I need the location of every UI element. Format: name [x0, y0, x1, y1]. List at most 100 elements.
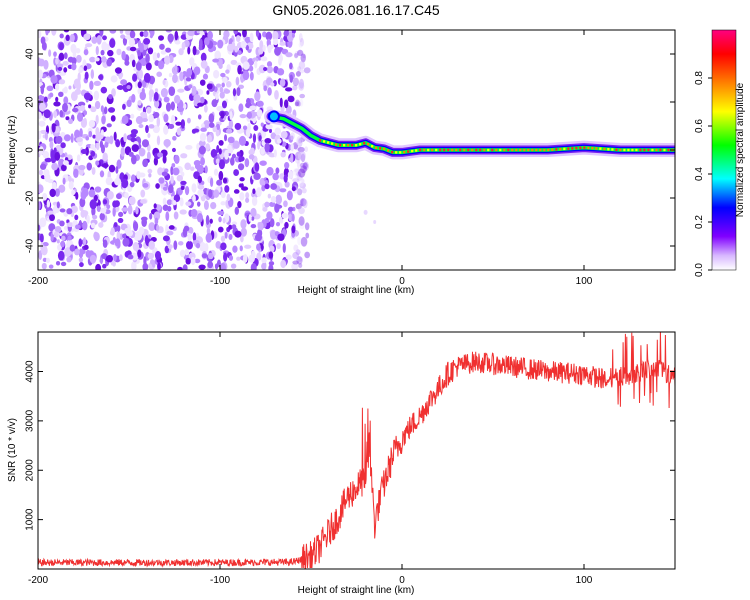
noise-blob	[292, 84, 298, 91]
noise-blob	[295, 99, 300, 106]
noise-blob	[138, 69, 144, 80]
noise-blob	[110, 227, 115, 236]
noise-blob	[113, 131, 117, 142]
noise-blob	[158, 177, 165, 184]
carrier-peak	[587, 146, 590, 150]
carrier-peak	[327, 141, 330, 144]
carrier-peak	[591, 146, 594, 150]
spectrogram-x-tick-label: -200	[28, 276, 48, 287]
noise-blob	[192, 45, 197, 56]
noise-blob	[185, 77, 192, 82]
noise-blob	[291, 225, 296, 234]
carrier-peak	[579, 146, 582, 150]
noise-blob	[83, 49, 89, 56]
noise-blob	[262, 207, 268, 212]
noise-blob	[51, 123, 56, 133]
noise-blob	[51, 30, 57, 36]
noise-blob	[161, 171, 168, 177]
noise-blob	[258, 47, 264, 55]
noise-blob	[207, 30, 213, 40]
noise-blob	[261, 262, 267, 270]
noise-blob	[304, 146, 309, 153]
noise-blob	[156, 135, 161, 146]
colorbar-gradient	[711, 29, 737, 271]
noise-blob	[295, 203, 302, 210]
noise-blob	[96, 142, 100, 151]
noise-blob	[281, 212, 288, 219]
noise-blob	[254, 162, 260, 172]
noise-blob	[163, 138, 171, 148]
carrier-trace	[264, 109, 675, 224]
noise-blob	[91, 166, 96, 175]
noise-blob	[139, 91, 147, 101]
noise-blob	[38, 94, 44, 100]
noise-blob	[200, 52, 207, 62]
noise-blob	[237, 50, 242, 56]
noise-blob	[109, 135, 114, 145]
noise-blob	[279, 41, 286, 46]
noise-blob	[253, 125, 259, 132]
noise-blob	[112, 200, 118, 208]
noise-blob	[53, 51, 57, 57]
noise-blob	[239, 113, 247, 119]
noise-blob	[299, 162, 306, 168]
spectrogram-y-tick-label: -40	[25, 238, 36, 253]
noise-blob	[62, 177, 66, 185]
noise-blob	[101, 163, 109, 168]
snr-y-tick-label: 4000	[25, 360, 36, 383]
noise-blob	[175, 121, 182, 126]
noise-blob	[299, 198, 307, 207]
snr-y-ticks: 1000 2000 3000 4000	[25, 360, 675, 531]
noise-blob	[54, 188, 60, 197]
noise-blob	[294, 50, 300, 58]
noise-blob	[285, 254, 292, 260]
noise-blob	[181, 41, 186, 51]
noise-blob	[73, 168, 79, 178]
carrier-peak	[495, 148, 498, 152]
noise-blob	[279, 216, 283, 223]
noise-blob	[56, 63, 64, 69]
noise-blob	[154, 217, 159, 225]
carrier-peak	[423, 148, 426, 152]
noise-blob	[172, 200, 177, 206]
carrier-peak	[599, 147, 602, 150]
noise-blob	[245, 192, 250, 199]
noise-blob	[135, 206, 139, 215]
noise-blob	[90, 69, 95, 79]
noise-blob	[83, 92, 92, 100]
noise-blob	[162, 197, 167, 206]
noise-blob	[278, 57, 282, 66]
noise-blob	[99, 30, 104, 37]
noise-blob	[295, 71, 301, 77]
noise-blob	[299, 182, 306, 189]
carrier-peak	[503, 148, 506, 152]
noise-blob	[267, 193, 272, 199]
noise-blob	[69, 33, 75, 43]
noise-blob	[148, 240, 155, 250]
noise-blob	[71, 57, 77, 65]
noise-blob	[140, 189, 146, 198]
noise-blob	[196, 164, 202, 170]
noise-blob	[165, 211, 170, 222]
noise-blob	[63, 134, 71, 142]
noise-blob	[118, 73, 123, 80]
noise-blob	[141, 217, 147, 228]
spectrogram-x-tick-label: 0	[399, 276, 405, 287]
noise-blob	[122, 237, 130, 247]
noise-blob	[200, 156, 205, 166]
noise-blob	[83, 110, 88, 116]
noise-blob	[157, 60, 165, 70]
noise-blob	[238, 183, 243, 188]
noise-blob	[269, 218, 275, 228]
noise-blob	[157, 167, 164, 176]
noise-blob	[218, 216, 222, 223]
noise-blob	[147, 252, 155, 260]
noise-blob	[221, 76, 228, 83]
noise-blob	[218, 140, 224, 146]
noise-blob	[149, 30, 154, 39]
noise-blob	[128, 196, 136, 206]
noise-blob	[233, 189, 240, 194]
noise-blob	[88, 189, 96, 198]
noise-blob	[153, 99, 160, 108]
noise-blob	[96, 205, 101, 212]
